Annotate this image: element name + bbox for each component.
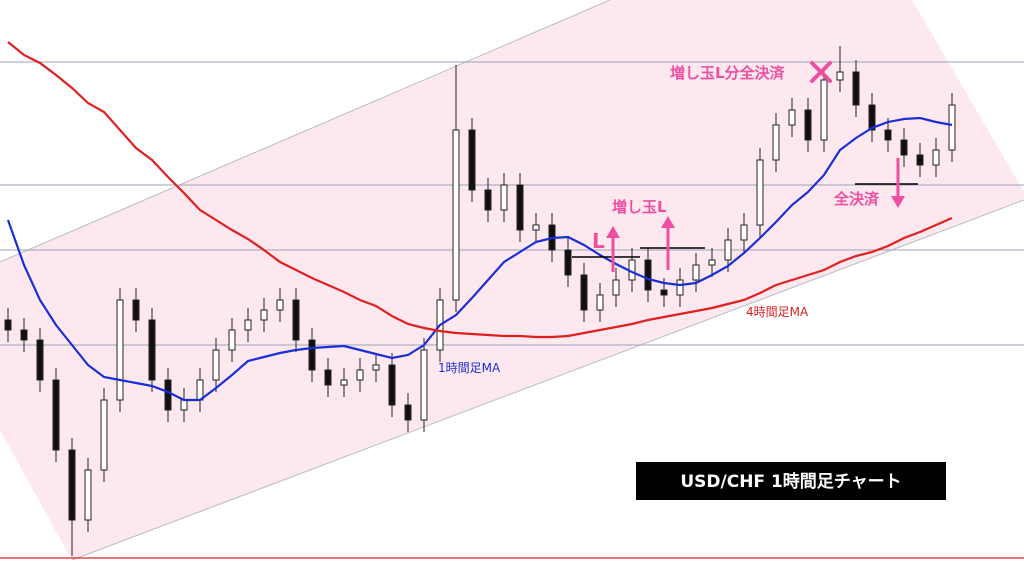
candle-body (180, 399, 188, 411)
candle-body (164, 379, 172, 411)
candle-body (580, 274, 588, 311)
candle-body (292, 299, 300, 341)
candle-body (740, 224, 748, 241)
candle-body (836, 71, 844, 81)
candle-body (692, 264, 700, 281)
annotation: 全決済 (833, 190, 880, 208)
candle-body (420, 349, 428, 421)
candle-body (196, 379, 204, 401)
ma-line (6, 116, 953, 402)
candle-body (484, 189, 492, 211)
candle-body (244, 319, 252, 331)
ma-label: 4時間足MA (746, 305, 809, 319)
candle-body (4, 319, 12, 331)
candle-body (132, 299, 140, 321)
candle-body (948, 104, 956, 151)
candle-body (916, 154, 924, 166)
candle-body (564, 249, 572, 276)
candle-body (52, 379, 60, 451)
candle-body (708, 259, 716, 266)
candle-body (84, 469, 92, 521)
candle-body (148, 319, 156, 381)
candle-body (388, 364, 396, 406)
candle-body (468, 129, 476, 191)
channel-area (0, 0, 1024, 560)
candle-body (228, 329, 236, 351)
candle-body (676, 279, 684, 296)
candle-body (788, 109, 796, 126)
candle-body (596, 294, 604, 311)
title-box (636, 462, 946, 500)
channel-upper (0, 0, 611, 263)
candle-body (852, 71, 860, 106)
candle-body (660, 289, 668, 296)
candle-body (500, 184, 508, 211)
channel-lower (71, 199, 1024, 561)
candle-body (932, 149, 940, 166)
candle-body (900, 139, 908, 156)
candle-body (260, 309, 268, 321)
candle-body (516, 184, 524, 231)
candle-body (372, 364, 380, 371)
annotation: L (592, 229, 605, 253)
candle-body (324, 369, 332, 386)
candle-body (452, 129, 460, 301)
candle-body (116, 299, 124, 401)
close-mark (810, 61, 832, 83)
annotation: 増し玉L (612, 198, 667, 216)
ma-line (7, 41, 953, 339)
candle-body (724, 239, 732, 261)
candle-body (68, 449, 76, 521)
candle-body (212, 349, 220, 381)
candle-body (20, 329, 28, 341)
candle-body (404, 404, 412, 421)
candle-body (756, 159, 764, 226)
candle-body (308, 339, 316, 371)
candle-body (36, 339, 44, 381)
candle-body (884, 129, 892, 141)
annotation: 増し玉L分全決済 (670, 64, 786, 82)
candle-body (276, 299, 284, 311)
ma-label: 1時間足MA (438, 361, 501, 375)
candle-body (356, 369, 364, 381)
candle-body (100, 399, 108, 471)
candle-body (820, 79, 828, 141)
candle-body (868, 104, 876, 131)
candle-body (532, 224, 540, 231)
chart-title: USD/CHF 1時間足チャート (680, 471, 901, 492)
candle-body (804, 109, 812, 141)
arrows (606, 158, 905, 272)
candle-body (644, 259, 652, 291)
candle-body (340, 379, 348, 386)
candle-body (772, 124, 780, 161)
candle-body (612, 279, 620, 296)
